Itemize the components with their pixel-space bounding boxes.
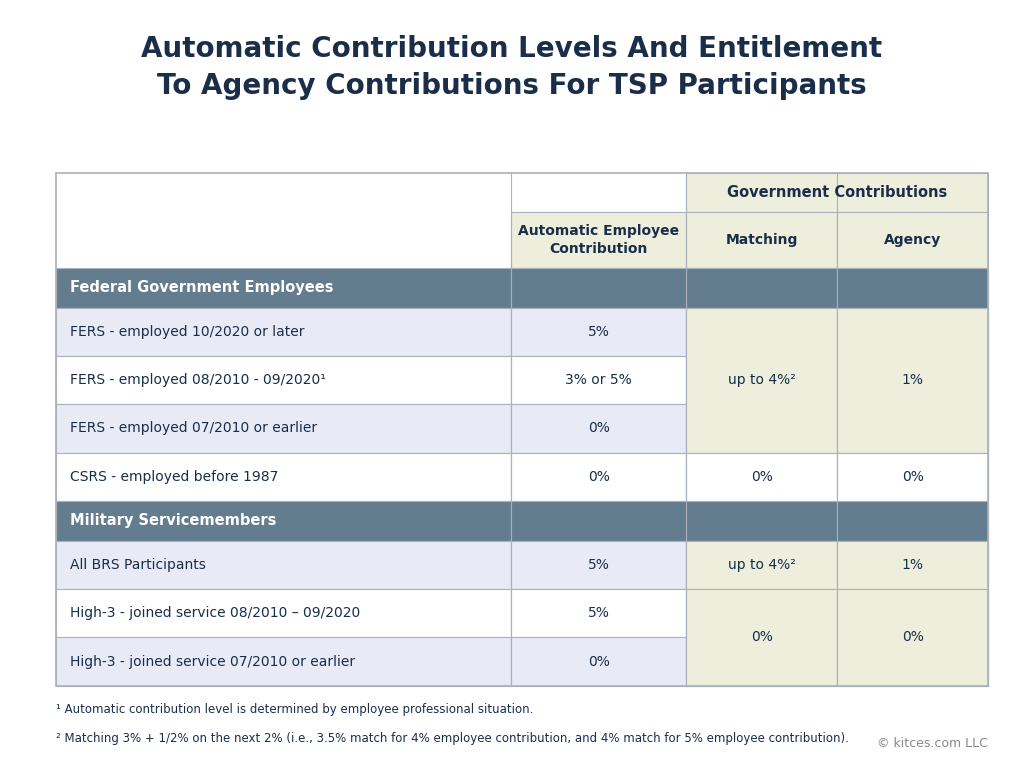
Text: 0%: 0% xyxy=(902,630,924,644)
Bar xyxy=(56,308,511,356)
Bar xyxy=(511,637,686,686)
Text: CSRS - employed before 1987: CSRS - employed before 1987 xyxy=(70,469,278,484)
Text: Government Contributions: Government Contributions xyxy=(727,185,947,200)
Bar xyxy=(838,453,988,501)
Bar xyxy=(838,356,988,404)
Bar xyxy=(56,268,988,308)
Bar xyxy=(511,212,686,268)
Text: © kitces.com LLC: © kitces.com LLC xyxy=(878,737,988,750)
Bar xyxy=(838,308,988,356)
Bar xyxy=(686,356,838,404)
Bar xyxy=(686,212,838,268)
Bar xyxy=(686,453,838,501)
Bar xyxy=(56,212,511,268)
Text: 3% or 5%: 3% or 5% xyxy=(565,373,632,387)
Text: up to 4%²: up to 4%² xyxy=(728,558,796,572)
Bar xyxy=(838,541,988,589)
Bar xyxy=(686,453,838,501)
Bar xyxy=(56,173,686,212)
Bar xyxy=(56,589,511,637)
Text: Federal Government Employees: Federal Government Employees xyxy=(70,280,333,295)
Bar xyxy=(511,453,686,501)
Bar xyxy=(511,404,686,453)
Bar xyxy=(838,541,988,589)
Bar xyxy=(686,541,838,589)
Text: 5%: 5% xyxy=(588,558,609,572)
Bar xyxy=(686,173,988,212)
Text: High-3 - joined service 07/2010 or earlier: High-3 - joined service 07/2010 or earli… xyxy=(70,654,354,669)
Text: 0%: 0% xyxy=(588,421,609,436)
Bar xyxy=(686,541,838,589)
Bar xyxy=(511,356,686,404)
Bar xyxy=(511,308,686,356)
Text: Automatic Employee
Contribution: Automatic Employee Contribution xyxy=(518,225,679,255)
Text: Automatic Contribution Levels And Entitlement
To Agency Contributions For TSP Pa: Automatic Contribution Levels And Entitl… xyxy=(141,35,883,100)
Text: FERS - employed 07/2010 or earlier: FERS - employed 07/2010 or earlier xyxy=(70,421,316,436)
Text: 1%: 1% xyxy=(902,373,924,387)
Text: ¹ Automatic contribution level is determined by employee professional situation.: ¹ Automatic contribution level is determ… xyxy=(56,703,534,716)
Bar xyxy=(686,308,838,356)
Text: FERS - employed 10/2020 or later: FERS - employed 10/2020 or later xyxy=(70,324,304,339)
Text: Agency: Agency xyxy=(884,233,941,247)
Bar xyxy=(838,212,988,268)
Bar xyxy=(838,637,988,686)
Bar xyxy=(56,541,511,589)
Bar xyxy=(686,404,838,453)
Bar xyxy=(838,404,988,453)
Text: ² Matching 3% + 1/2% on the next 2% (i.e., 3.5% match for 4% employee contributi: ² Matching 3% + 1/2% on the next 2% (i.e… xyxy=(56,732,849,745)
Text: Military Servicemembers: Military Servicemembers xyxy=(70,513,276,528)
Bar xyxy=(838,589,988,637)
Text: 0%: 0% xyxy=(588,654,609,669)
Text: Matching: Matching xyxy=(726,233,798,247)
Bar xyxy=(56,404,511,453)
Text: 0%: 0% xyxy=(902,469,924,484)
Bar xyxy=(56,637,511,686)
Bar xyxy=(56,501,988,541)
Text: up to 4%²: up to 4%² xyxy=(728,373,796,387)
Bar xyxy=(511,589,686,637)
Text: 0%: 0% xyxy=(588,469,609,484)
Bar xyxy=(686,637,838,686)
Bar xyxy=(838,453,988,501)
Text: 1%: 1% xyxy=(902,558,924,572)
Text: 0%: 0% xyxy=(751,630,773,644)
Text: 0%: 0% xyxy=(751,469,773,484)
Bar xyxy=(56,453,511,501)
Text: 5%: 5% xyxy=(588,324,609,339)
Text: All BRS Participants: All BRS Participants xyxy=(70,558,206,572)
Bar xyxy=(686,589,838,637)
Text: 5%: 5% xyxy=(588,606,609,621)
Text: FERS - employed 08/2010 - 09/2020¹: FERS - employed 08/2010 - 09/2020¹ xyxy=(70,373,326,387)
Bar xyxy=(56,356,511,404)
Text: High-3 - joined service 08/2010 – 09/2020: High-3 - joined service 08/2010 – 09/202… xyxy=(70,606,359,621)
Bar xyxy=(511,541,686,589)
